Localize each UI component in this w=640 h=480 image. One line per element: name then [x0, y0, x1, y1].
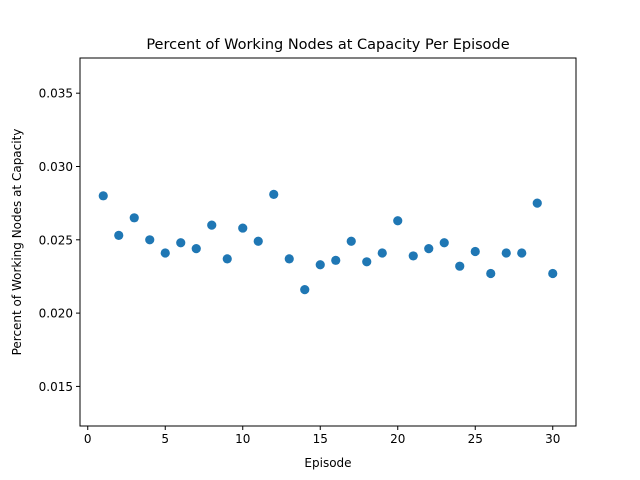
x-tick-label: 25 [468, 432, 483, 446]
chart-title: Percent of Working Nodes at Capacity Per… [146, 37, 509, 53]
x-tick-label: 10 [235, 432, 250, 446]
x-tick-label: 30 [545, 432, 560, 446]
data-point [408, 251, 418, 261]
data-point [284, 254, 294, 264]
data-point [222, 254, 232, 264]
data-point [98, 191, 108, 201]
y-tick-label: 0.015 [39, 380, 73, 394]
data-point [393, 216, 403, 226]
data-point [501, 248, 511, 258]
data-point [207, 220, 217, 230]
y-tick-label: 0.030 [39, 160, 73, 174]
x-tick-label: 15 [313, 432, 328, 446]
data-point [160, 248, 170, 258]
y-tick-label: 0.035 [39, 87, 73, 101]
data-point [238, 223, 248, 233]
plot-frame [79, 57, 577, 427]
data-point [548, 268, 558, 279]
data-point [532, 198, 542, 208]
data-point [191, 244, 201, 254]
data-point [176, 238, 186, 248]
x-axis-ticks: 0 5 10 15 20 25 30 [84, 426, 560, 446]
data-point [470, 246, 480, 257]
data-point [517, 248, 527, 258]
data-point [300, 285, 310, 295]
x-axis-label: Episode [304, 456, 351, 470]
data-point [439, 238, 449, 248]
data-point [362, 257, 372, 267]
y-axis-ticks: 0.015 0.020 0.025 0.030 0.035 [39, 87, 80, 394]
x-tick-label: 20 [390, 432, 405, 446]
data-point [486, 268, 496, 279]
x-tick-label: 5 [161, 432, 169, 446]
data-point [129, 213, 139, 223]
data-point [145, 235, 155, 245]
data-point [455, 261, 465, 271]
data-point [377, 248, 387, 258]
data-point [331, 255, 341, 265]
data-point [253, 236, 263, 246]
data-point [269, 189, 279, 199]
y-tick-label: 0.020 [39, 307, 73, 321]
data-point [424, 244, 434, 254]
data-point [114, 230, 124, 240]
y-tick-label: 0.025 [39, 233, 73, 247]
x-tick-label: 0 [84, 432, 92, 446]
y-axis-label: Percent of Working Nodes at Capacity [10, 129, 24, 356]
data-points [98, 189, 558, 295]
data-point [315, 260, 325, 270]
data-point [346, 236, 356, 246]
